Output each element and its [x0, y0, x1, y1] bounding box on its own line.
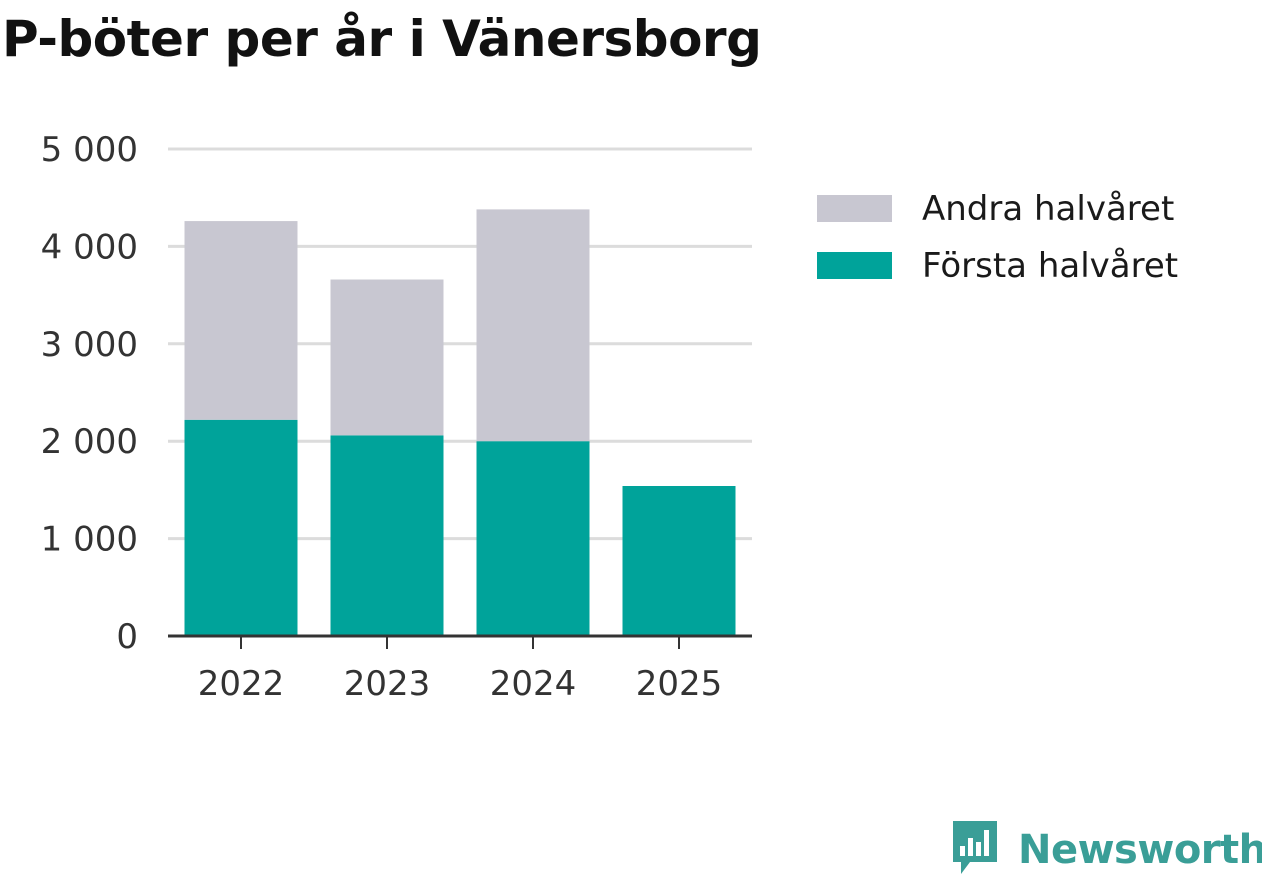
bar-forsta-2024	[476, 441, 590, 636]
legend-swatch-andra	[817, 195, 892, 222]
x-tick-label: 2023	[344, 664, 431, 704]
y-tick-label: 5 000	[41, 130, 138, 170]
bar-forsta-2025	[622, 486, 736, 636]
legend-item-andra: Andra halvåret	[817, 180, 1178, 237]
bar-andra-2024	[476, 209, 590, 442]
legend-label-forsta: Första halvåret	[922, 245, 1179, 286]
bar-andra-2023	[330, 279, 444, 436]
brand: Newsworthy	[950, 818, 1262, 882]
y-tick-label: 2 000	[41, 422, 138, 462]
brand-name: Newsworthy	[1018, 827, 1262, 873]
chart-title: P-böter per år i Vänersborg	[2, 10, 762, 68]
chart-legend: Andra halvåret Första halvåret	[817, 180, 1178, 294]
bar-forsta-2023	[330, 435, 444, 636]
bar-andra-2022	[184, 221, 298, 420]
x-tick-label: 2025	[636, 664, 723, 704]
newsworthy-logo-icon	[950, 818, 1000, 882]
y-tick-label: 1 000	[41, 520, 138, 560]
y-tick-label: 3 000	[41, 325, 138, 365]
y-tick-label: 0	[116, 617, 138, 657]
legend-swatch-forsta	[817, 252, 892, 279]
x-tick-label: 2022	[198, 664, 285, 704]
legend-label-andra: Andra halvåret	[922, 188, 1175, 229]
bar-forsta-2022	[184, 419, 298, 636]
x-tick-label: 2024	[490, 664, 577, 704]
legend-item-forsta: Första halvåret	[817, 237, 1178, 294]
chart-plot: 0 1 000 2 000 3 000 4 000 5 000 2022 2023 2024 20…	[41, 130, 752, 704]
y-tick-label: 4 000	[41, 227, 138, 267]
